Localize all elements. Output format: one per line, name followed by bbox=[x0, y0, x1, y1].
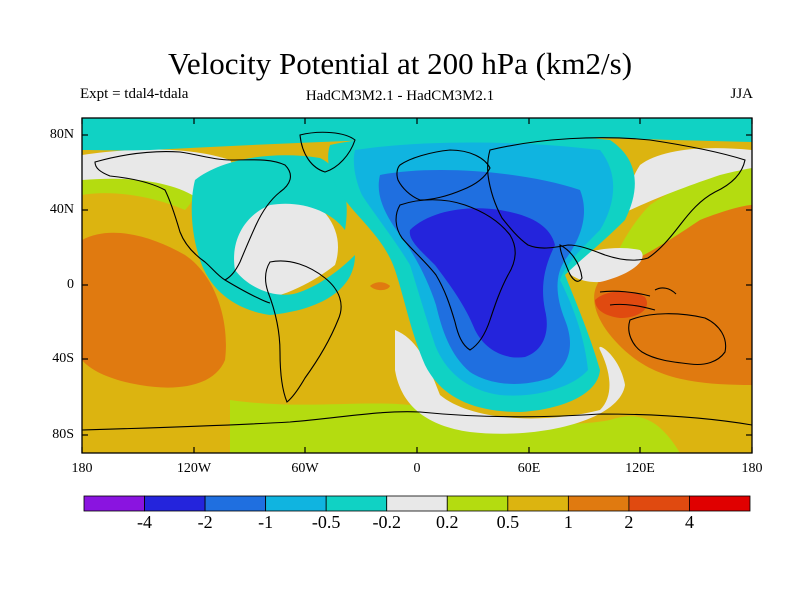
season-label: JJA bbox=[730, 86, 753, 102]
lon-label-180w: 180 bbox=[71, 461, 93, 476]
colorbar-swatch bbox=[144, 495, 206, 512]
colorbar-swatch bbox=[83, 495, 145, 512]
lon-label-120w: 120W bbox=[176, 461, 212, 476]
colorbar-label: -1 bbox=[258, 512, 274, 532]
model-label: HadCM3M2.1 - HadCM3M2.1 bbox=[305, 88, 495, 104]
colorbar-swatch bbox=[446, 495, 509, 512]
coast-north-america bbox=[94, 151, 291, 281]
colorbar-label: 2 bbox=[624, 512, 634, 532]
coast-africa bbox=[395, 199, 516, 351]
colorbar-swatch bbox=[689, 495, 751, 512]
coast-europe bbox=[396, 149, 491, 201]
lat-label-40s: 40S bbox=[52, 351, 74, 366]
lat-label-40n: 40N bbox=[49, 202, 74, 217]
lon-label-60w: 60W bbox=[291, 461, 319, 476]
colorbar-label: -4 bbox=[137, 512, 153, 532]
colorbar-swatch bbox=[386, 495, 448, 512]
coastlines bbox=[82, 131, 752, 431]
colorbar-swatch bbox=[325, 495, 388, 512]
axis-ticks bbox=[81, 118, 753, 453]
experiment-label: Expt = tdal4-tdala bbox=[80, 86, 189, 102]
lat-label-0: 0 bbox=[67, 277, 74, 292]
coast-greenland bbox=[299, 131, 356, 173]
colorbar-label: 0.2 bbox=[436, 512, 459, 532]
coast-antarctica bbox=[82, 411, 752, 431]
lon-label-0: 0 bbox=[413, 461, 421, 476]
field-region-neutral-east bbox=[620, 148, 752, 215]
colorbar-label: 4 bbox=[684, 512, 694, 532]
coast-south-america bbox=[265, 260, 342, 403]
colorbar-swatch bbox=[265, 495, 327, 512]
colorbar-swatch bbox=[507, 495, 569, 512]
lon-label-60e: 60E bbox=[517, 461, 541, 476]
colorbar-swatch bbox=[204, 495, 267, 512]
field-region-very-strong-neg bbox=[409, 208, 555, 358]
colorbar-label: -0.2 bbox=[372, 512, 401, 532]
coast-central-america bbox=[224, 279, 271, 304]
lon-label-120e: 120E bbox=[625, 461, 655, 476]
colorbar-label: 1 bbox=[563, 512, 573, 532]
colorbar-label: 0.5 bbox=[496, 512, 520, 532]
field-region-strong-pos-east bbox=[594, 204, 752, 385]
coast-indonesia bbox=[599, 287, 677, 311]
colorbar-label: -2 bbox=[197, 512, 213, 532]
map-title: Velocity Potential at 200 hPa (km2/s) bbox=[167, 46, 633, 81]
coast-australia bbox=[628, 313, 727, 366]
colorbar-swatch bbox=[628, 495, 690, 512]
field-region-neutral-south-atlantic bbox=[395, 330, 625, 434]
field-region-strong-pos-west bbox=[82, 232, 226, 388]
lat-label-80n: 80N bbox=[49, 127, 74, 142]
colorbar-swatch bbox=[567, 495, 630, 512]
field-region-atlantic-blob bbox=[370, 282, 390, 291]
coast-india bbox=[559, 244, 583, 282]
field-region-weak-neg-atlantic bbox=[191, 155, 355, 315]
colorbar-label: -0.5 bbox=[311, 512, 341, 532]
field-region-arctic bbox=[82, 118, 752, 151]
lon-label-180e: 180 bbox=[741, 461, 763, 476]
lat-label-80s: 80S bbox=[52, 427, 74, 442]
coast-asia bbox=[487, 137, 746, 261]
